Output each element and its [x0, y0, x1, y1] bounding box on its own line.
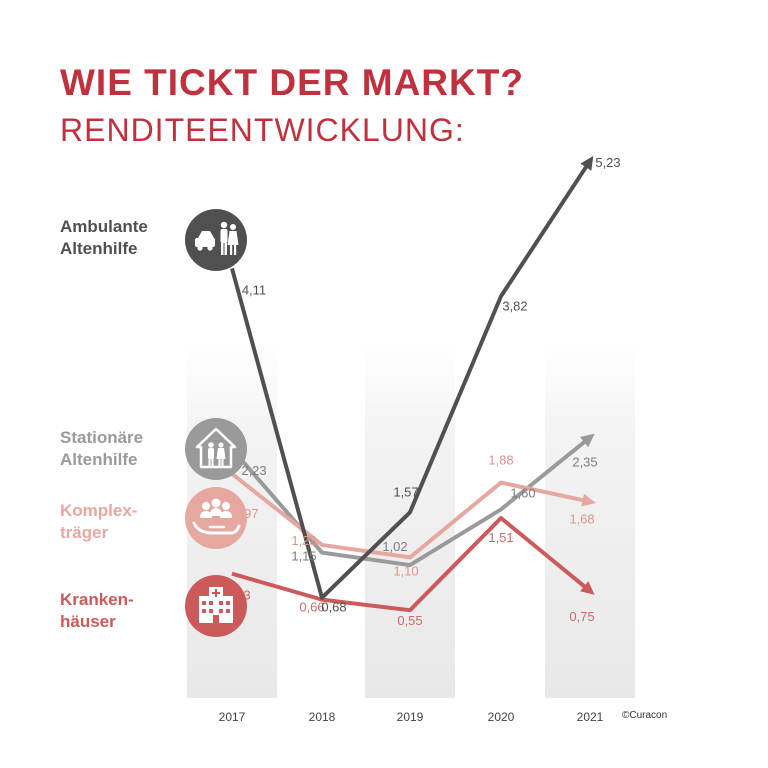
series-label-line: Stationäre: [60, 428, 144, 447]
x-tick-2018: 2018: [309, 710, 336, 724]
series-line-ambulante: [230, 164, 589, 600]
house-with-elderly-couple-icon: [185, 418, 247, 480]
series-label-line: träger: [60, 523, 109, 542]
car-and-elderly-couple-icon: [185, 209, 247, 271]
data-label-kranken-2021: 0,75: [569, 609, 594, 624]
series-arrowhead-stationaere: [580, 433, 595, 448]
data-label-kranken-2020: 1,51: [488, 530, 513, 545]
data-label-stationaere-2021: 2,35: [572, 454, 597, 469]
series-line-kranken: [231, 516, 587, 613]
data-label-ambulante-2018: 0,68: [321, 600, 346, 615]
data-label-kranken-2019: 0,55: [397, 613, 422, 628]
hospital-icon: [185, 575, 247, 637]
series-label-line: Altenhilfe: [60, 239, 138, 258]
data-label-komplex-2019: 1,10: [393, 563, 418, 578]
data-label-stationaere-2019: 1,02: [382, 539, 407, 554]
copyright-note: ©Curacon: [622, 710, 668, 721]
x-tick-2017: 2017: [219, 710, 246, 724]
data-label-komplex-2018: 1,23: [291, 533, 316, 548]
series-line-komplex: [230, 472, 585, 560]
series-label-komplextraeger: Komplex- träger: [60, 500, 185, 544]
series-arrowhead-komplex: [581, 493, 596, 507]
series-label-line: Ambulante: [60, 217, 148, 236]
data-label-stationaere-2017: 2,23: [241, 463, 266, 478]
x-tick-2020: 2020: [488, 710, 515, 724]
data-label-ambulante-2021: 5,23: [595, 155, 620, 170]
data-label-komplex-2021: 1,68: [569, 512, 594, 527]
x-tick-2019: 2019: [397, 710, 424, 724]
page-title: WIE TICKT DER MARKT?: [60, 62, 524, 103]
data-label-komplex-2020: 1,88: [488, 453, 513, 468]
page-subtitle: RENDITEENTWICKLUNG:: [60, 112, 465, 148]
data-label-stationaere-2020: 1,60: [510, 485, 535, 500]
series-arrowhead-kranken: [580, 581, 595, 595]
people-in-hand-icon: [185, 487, 247, 549]
series-label-ambulante-altenhilfe: Ambulante Altenhilfe: [60, 216, 185, 260]
series-label-line: Kranken-: [60, 590, 134, 609]
series-label-line: Altenhilfe: [60, 450, 138, 469]
data-label-stationaere-2018: 1,15: [291, 549, 316, 564]
series-label-line: häuser: [60, 612, 116, 631]
data-label-ambulante-2020: 3,82: [502, 298, 527, 313]
series-label-stationaere-altenhilfe: Stationäre Altenhilfe: [60, 427, 185, 471]
x-tick-2021: 2021: [577, 710, 604, 724]
data-label-kranken-2018: 0,66: [299, 600, 324, 615]
data-label-ambulante-2017: 4,11: [242, 282, 266, 297]
year-band-2021: [545, 340, 635, 698]
series-label-krankenhaeuser: Kranken- häuser: [60, 589, 185, 633]
series-arrowhead-ambulante: [580, 155, 594, 171]
series-label-line: Komplex-: [60, 501, 138, 520]
data-label-ambulante-2019: 1,57: [393, 484, 418, 499]
year-band-2019: [365, 340, 455, 698]
